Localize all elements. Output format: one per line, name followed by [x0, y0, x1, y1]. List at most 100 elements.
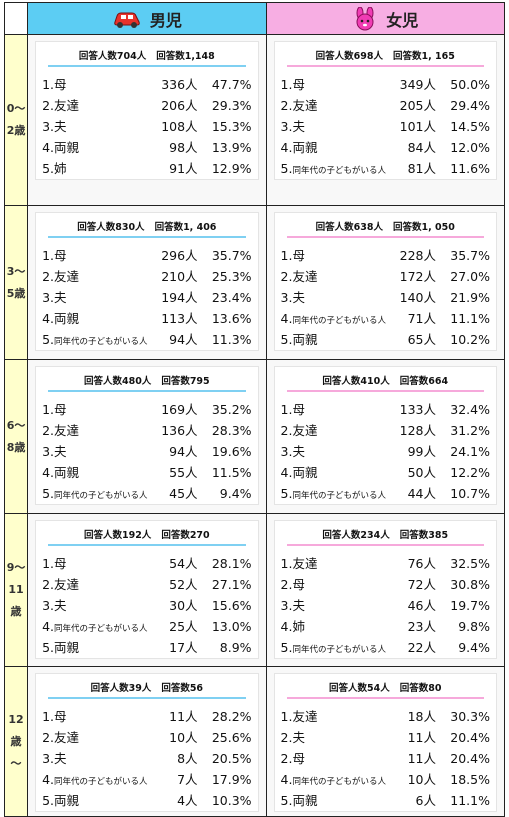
- percentage: 19.6%: [211, 444, 252, 459]
- ranking-label: 1.友達: [281, 706, 386, 725]
- boy-underline: [48, 544, 246, 546]
- person-count: 210人: [161, 269, 198, 284]
- respondent-count: 回答人数638人: [315, 222, 384, 233]
- ranking-label: 2.友達: [42, 95, 147, 114]
- percentage: 19.7%: [450, 598, 490, 613]
- ranking-label: 5.姉: [42, 158, 147, 177]
- percentage: 32.5%: [450, 556, 490, 571]
- ranking-label: 3.夫: [281, 441, 386, 460]
- person-count: 296人: [161, 248, 198, 263]
- answer-count: 回答数1, 050: [393, 222, 455, 233]
- survey-table: 男児 女児 0～ 2歳 回答人数704人 回答数1,148 1.母 336人 47.7% 2.…: [3, 2, 506, 817]
- ranking-label: 5.両親: [42, 790, 147, 809]
- boy-card: 回答人数192人 回答数270 1.母 54人 28.1% 2.友達 52人 27.1% 3.夫…: [35, 520, 259, 659]
- percentage: 28.1%: [211, 556, 252, 571]
- girl-underline: [286, 697, 484, 699]
- ranking-label: 5.両親: [42, 637, 147, 656]
- person-count: 205人: [399, 98, 436, 113]
- respondent-count: 回答人数234人: [322, 530, 390, 541]
- answer-count: 回答数1,148: [156, 51, 215, 62]
- relation-label: 夫: [292, 598, 305, 613]
- person-count: 169人: [161, 402, 198, 417]
- relation-label: 同年代の子どもがいる人: [292, 491, 386, 501]
- percentage: 32.4%: [450, 402, 490, 417]
- percentage: 30.3%: [450, 709, 490, 724]
- relation-label: 両親: [54, 793, 80, 808]
- girl-cell: 回答人数234人 回答数385 1.友達 76人 32.5% 2.母 72人 30.8% 3.夫…: [265, 513, 506, 667]
- ranking-label: 1.友達: [281, 553, 386, 572]
- percentage: 24.1%: [450, 444, 490, 459]
- relation-label: 母: [292, 248, 305, 263]
- ranking-row: 1.母 296人 35.7%: [36, 245, 257, 266]
- relation-label: 夫: [292, 444, 305, 459]
- relation-label: 友達: [54, 269, 80, 284]
- rank-number: 4.: [280, 311, 293, 326]
- ranking-row: 2.友達 210人 25.3%: [36, 266, 257, 287]
- percentage: 9.8%: [458, 619, 490, 634]
- girl-stats: 回答人数698人 回答数1, 165: [275, 42, 496, 65]
- relation-label: 両親: [292, 140, 318, 155]
- ranking-label: 5.両親: [281, 329, 386, 348]
- rank-number: 4.: [280, 465, 293, 480]
- ranking-label: 1.母: [281, 74, 386, 93]
- person-count: 194人: [161, 290, 198, 305]
- relation-label: 両親: [292, 465, 318, 480]
- age-group-label: 6～ 8歳: [3, 359, 29, 514]
- rank-number: 3.: [42, 751, 55, 766]
- girl-cell: 回答人数410人 回答数664 1.母 133人 32.4% 2.友達 128人 31.2% 3…: [265, 359, 506, 514]
- respondent-count: 回答人数54人: [329, 683, 390, 694]
- ranking-row: 5.同年代の子どもがいる人 45人 9.4%: [36, 483, 257, 504]
- percentage: 11.3%: [211, 332, 252, 347]
- relation-label: 同年代の子どもがいる人: [54, 624, 148, 634]
- rank-number: 4.: [42, 619, 55, 634]
- relation-label: 両親: [54, 311, 80, 326]
- relation-label: 友達: [292, 423, 318, 438]
- girl-card: 回答人数54人 回答数80 1.友達 18人 30.3% 2.夫 11人 20.4% 2.母 11…: [273, 673, 497, 812]
- percentage: 12.0%: [450, 140, 490, 155]
- boy-cell: 回答人数830人 回答数1, 406 1.母 296人 35.7% 2.友達 210人 25.…: [27, 205, 267, 360]
- percentage: 20.4%: [450, 730, 490, 745]
- girl-stats: 回答人数54人 回答数80: [275, 674, 496, 697]
- rank-number: 2.: [280, 730, 293, 745]
- rank-number: 5.: [42, 332, 55, 347]
- percentage: 29.3%: [211, 98, 252, 113]
- ranking-row: 4.同年代の子どもがいる人 71人 11.1%: [275, 308, 496, 329]
- relation-label: 夫: [54, 598, 67, 613]
- ranking-label: 1.母: [42, 706, 147, 725]
- percentage: 35.7%: [211, 248, 252, 263]
- relation-label: 友達: [292, 556, 318, 571]
- ranking-row: 5.両親 17人 8.9%: [36, 637, 257, 658]
- relation-label: 母: [292, 577, 305, 592]
- person-count: 113人: [161, 311, 198, 326]
- rank-number: 1.: [42, 556, 55, 571]
- relation-label: 友達: [292, 98, 318, 113]
- ranking-row: 2.母 72人 30.8%: [275, 574, 496, 595]
- ranking-row: 4.両親 55人 11.5%: [36, 462, 257, 483]
- person-count: 46人: [407, 598, 436, 613]
- rank-number: 1.: [280, 402, 293, 417]
- rank-number: 4.: [280, 772, 293, 787]
- rank-number: 2.: [280, 269, 293, 284]
- person-count: 55人: [169, 465, 198, 480]
- ranking-row: 3.夫 30人 15.6%: [36, 595, 257, 616]
- ranking-row: 2.友達 10人 25.6%: [36, 727, 257, 748]
- rank-number: 1.: [280, 77, 293, 92]
- age-line-1: 0～: [6, 102, 26, 115]
- person-count: 140人: [399, 290, 436, 305]
- person-count: 206人: [161, 98, 198, 113]
- person-count: 7人: [177, 772, 198, 787]
- percentage: 13.9%: [211, 140, 252, 155]
- ranking-row: 2.友達 172人 27.0%: [275, 266, 496, 287]
- relation-label: 同年代の子どもがいる人: [292, 316, 386, 326]
- rank-number: 4.: [280, 140, 293, 155]
- relation-label: 同年代の子どもがいる人: [292, 645, 386, 655]
- ranking-row: 3.夫 108人 15.3%: [36, 116, 257, 137]
- ranking-row: 1.母 133人 32.4%: [275, 399, 496, 420]
- age-line-1: 9～: [6, 561, 26, 574]
- rabbit-icon: [356, 6, 374, 30]
- percentage: 17.9%: [211, 772, 252, 787]
- age-group-label: 0～ 2歳: [3, 34, 29, 206]
- answer-count: 回答数1, 406: [154, 222, 217, 233]
- rank-number: 5.: [280, 161, 293, 176]
- percentage: 14.5%: [450, 119, 490, 134]
